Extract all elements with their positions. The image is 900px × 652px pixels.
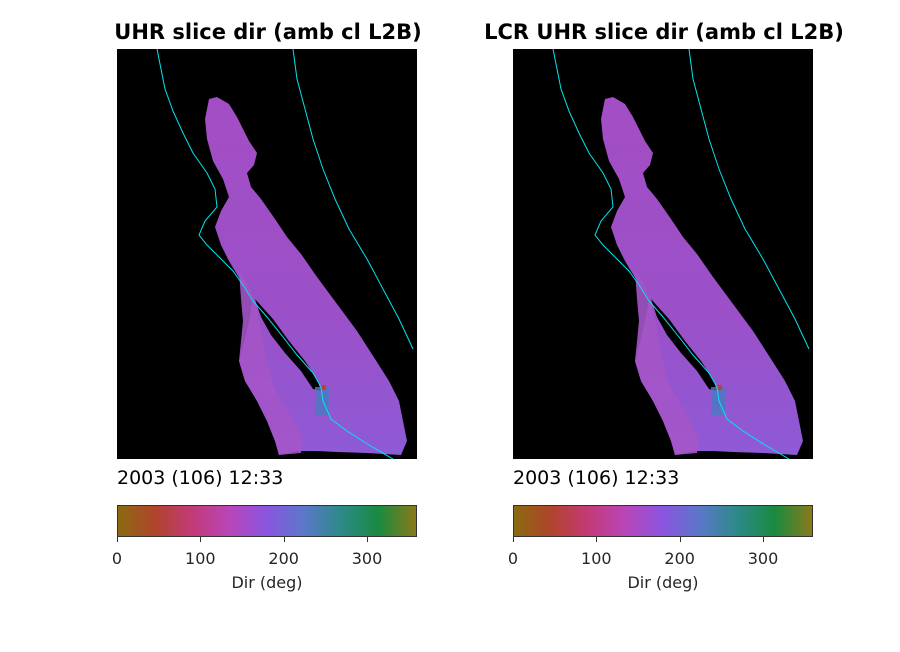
colorbar-ticks (117, 537, 417, 545)
colorbar-ticks (513, 537, 813, 545)
wind-field-region (239, 271, 303, 455)
colorbar-axis-label: Dir (deg) (231, 573, 303, 592)
colorbar-tick (596, 537, 598, 542)
wind-field-patch (321, 385, 326, 390)
wind-field-region (635, 271, 699, 455)
timestamp-label: 2003 (106) 12:33 (117, 467, 284, 489)
map-svg (117, 49, 417, 459)
chart-title: LCR UHR slice dir (amb cl L2B) (484, 20, 844, 44)
map-svg (513, 49, 813, 459)
colorbar-tick-label: 100 (581, 549, 612, 568)
right-panel: LCR UHR slice dir (amb cl L2B) (444, 0, 884, 652)
colorbar-tick-label: 300 (351, 549, 383, 568)
wind-field-patch (717, 385, 722, 390)
chart-title: UHR slice dir (amb cl L2B) (114, 20, 422, 44)
colorbar-tick (283, 537, 285, 542)
colorbar-tick (763, 537, 764, 542)
colorbar-axis-label: Dir (deg) (627, 573, 699, 592)
heatmap-plot (117, 49, 417, 459)
colorbar-tick-label: 200 (268, 549, 299, 568)
colorbar-tick-label: 100 (185, 549, 216, 568)
wind-field-patch (711, 387, 725, 415)
colorbar-tick-label: 300 (747, 549, 779, 568)
colorbar-tick-label: 0 (111, 549, 123, 568)
colorbar-tick-label: 200 (664, 549, 695, 568)
colorbar (513, 505, 813, 537)
colorbar-tick (679, 537, 681, 542)
colorbar-tick (367, 537, 368, 542)
coastline (552, 49, 810, 459)
colorbar-tick (200, 537, 202, 542)
heatmap-plot (513, 49, 813, 459)
timestamp-label: 2003 (106) 12:33 (513, 467, 680, 489)
colorbar-tick (513, 537, 514, 542)
coastline (156, 49, 414, 459)
colorbar-tick (117, 537, 118, 542)
left-panel: UHR slice dir (amb cl L2B) (48, 0, 488, 652)
wind-field-patch (315, 387, 329, 415)
colorbar (117, 505, 417, 537)
colorbar-tick-label: 0 (507, 549, 519, 568)
